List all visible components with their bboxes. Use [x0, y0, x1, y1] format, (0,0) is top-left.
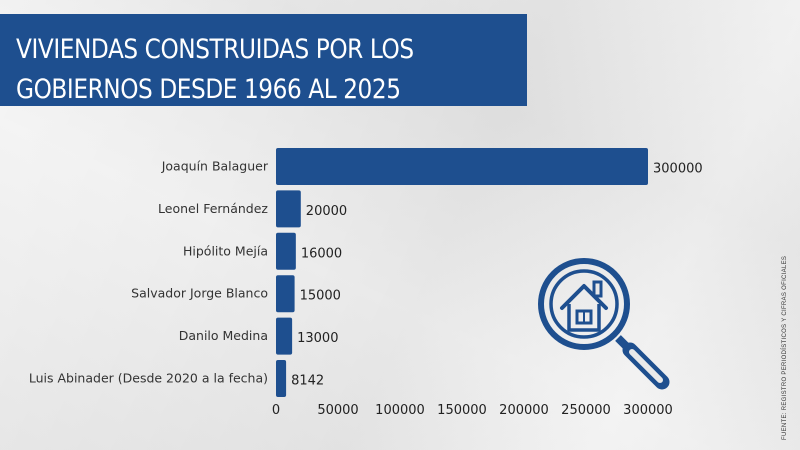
bar-3 — [276, 275, 295, 313]
category-label-0: Joaquín Balaguer — [161, 159, 269, 174]
x-tick-label-6: 300000 — [623, 403, 673, 418]
x-tick-label-4: 200000 — [499, 403, 549, 418]
category-label-5: Luis Abinader (Desde 2020 a la fecha) — [29, 371, 268, 386]
x-tick-label-1: 50000 — [317, 403, 358, 418]
value-label-3: 15000 — [300, 289, 341, 304]
bar-4 — [276, 317, 293, 355]
value-label-5: 8142 — [291, 374, 324, 389]
category-label-4: Danilo Medina — [179, 328, 268, 343]
category-label-2: Hipólito Mejía — [183, 243, 268, 258]
value-label-0: 300000 — [653, 162, 703, 177]
value-label-2: 16000 — [301, 246, 342, 261]
bar-1 — [276, 190, 301, 228]
x-tick-label-0: 0 — [272, 403, 280, 418]
house-magnifier-icon — [538, 258, 678, 398]
category-label-1: Leonel Fernández — [158, 201, 268, 216]
bar-5 — [276, 360, 287, 397]
x-tick-label-5: 250000 — [561, 403, 611, 418]
value-label-4: 13000 — [297, 331, 338, 346]
x-tick-label-2: 100000 — [375, 403, 425, 418]
title-banner: VIVIENDAS CONSTRUIDAS POR LOS GOBIERNOS … — [0, 14, 527, 106]
category-label-3: Salvador Jorge Blanco — [131, 286, 268, 301]
bar-0 — [276, 148, 648, 185]
bar-2 — [276, 232, 296, 270]
value-label-1: 20000 — [306, 204, 347, 219]
x-tick-label-3: 150000 — [437, 403, 487, 418]
title-line-1: VIVIENDAS CONSTRUIDAS POR LOS — [16, 34, 414, 65]
source-note: FUENTE: REGISTRO PERIODÍSTICOS Y CIFRAS … — [782, 255, 788, 440]
title-line-2: GOBIERNOS DESDE 1966 AL 2025 — [16, 74, 401, 105]
